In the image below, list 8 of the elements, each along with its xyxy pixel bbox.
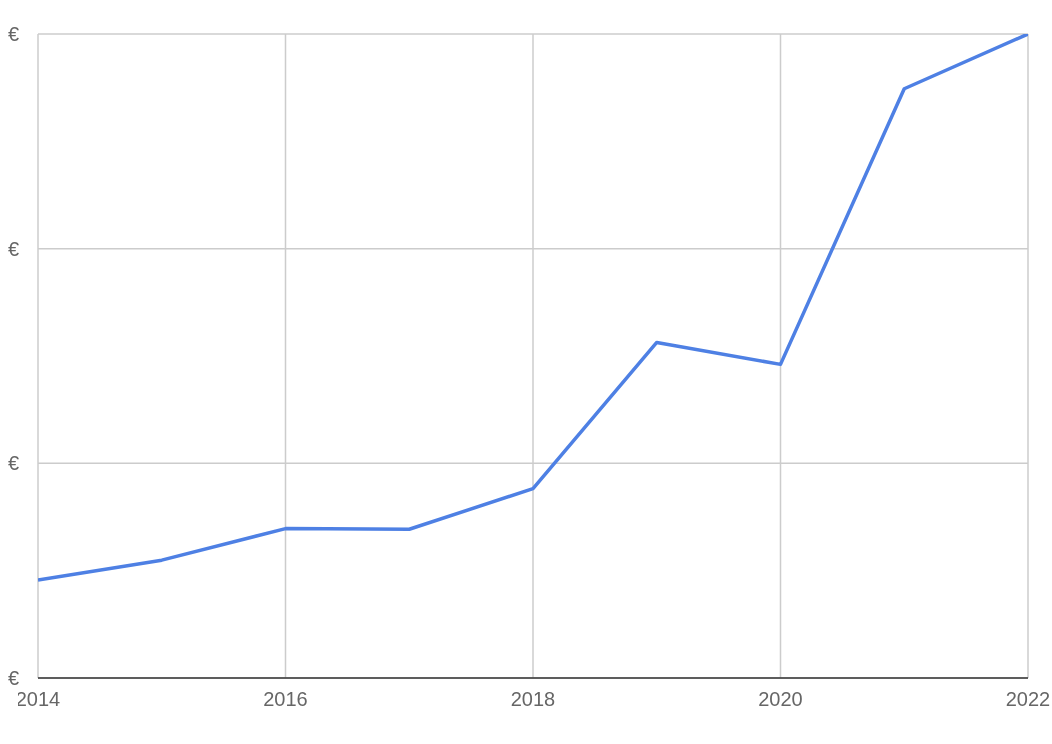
text: € [8, 236, 20, 261]
text: € [8, 22, 20, 46]
text: € [8, 451, 20, 476]
x-tick-label: 2018 [510, 688, 556, 711]
text: € [8, 666, 20, 690]
x-tick-label: 2022 [1005, 688, 1051, 711]
x-tick-label: 2016 [263, 688, 308, 711]
x-tick-label: 2020 [758, 688, 803, 711]
